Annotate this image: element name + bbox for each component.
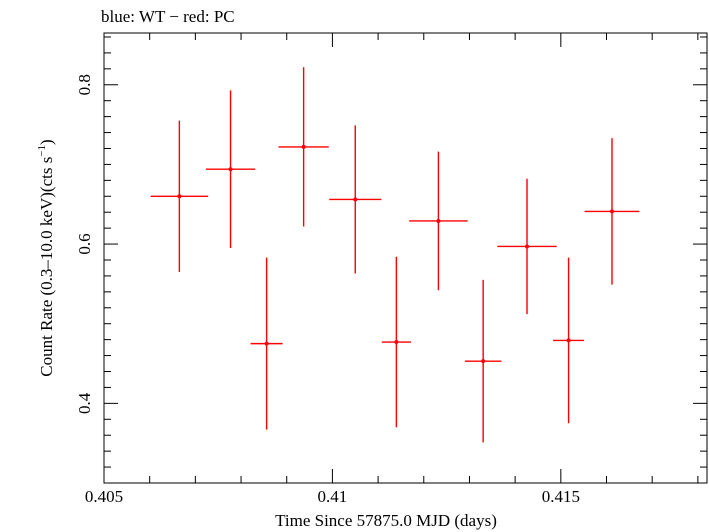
x-tick-label: 0.405 <box>85 487 123 506</box>
y-axis-label-main: Count Rate (0.3–10.0 keV)(cts s <box>37 157 56 377</box>
x-tick-label: 0.41 <box>318 487 348 506</box>
data-point <box>228 167 233 172</box>
y-axis: 0.4 0.6 0.8 <box>75 36 707 484</box>
data-point <box>177 194 182 199</box>
x-axis: 0.405 0.41 0.415 <box>85 33 699 506</box>
data-point <box>353 197 358 202</box>
y-axis-label-exponent: −1 <box>36 145 48 157</box>
data-point <box>609 209 614 214</box>
y-tick-label: 0.6 <box>75 233 94 254</box>
x-axis-label: Time Since 57875.0 MJD (days) <box>275 511 497 530</box>
data-point <box>394 340 399 345</box>
chart-title: blue: WT − red: PC <box>101 7 235 26</box>
plot-frame <box>103 32 708 484</box>
data-point <box>525 244 530 249</box>
y-axis-label: Count Rate (0.3–10.0 keV)(cts s−1) <box>36 139 56 376</box>
data-point <box>301 144 306 149</box>
y-tick-label: 0.4 <box>75 392 94 414</box>
data-point <box>436 218 441 223</box>
data-point <box>264 341 269 346</box>
data-point <box>481 359 486 364</box>
y-axis-label-close: ) <box>37 139 56 145</box>
x-tick-label: 0.415 <box>542 487 580 506</box>
data-point <box>566 338 571 343</box>
data-series <box>150 67 640 443</box>
y-tick-label: 0.8 <box>75 74 94 95</box>
